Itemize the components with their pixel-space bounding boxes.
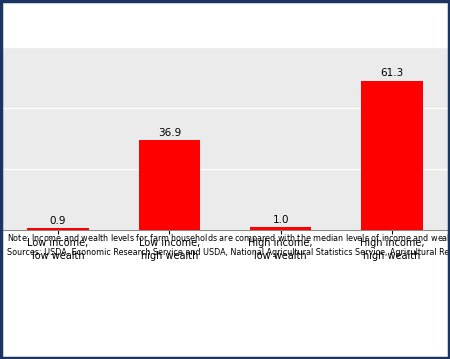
Bar [139, 140, 200, 230]
Text: 1.0: 1.0 [272, 215, 289, 225]
Bar [361, 80, 423, 230]
Text: Note: Income and wealth levels for farm households are compared with the median : Note: Income and wealth levels for farm … [7, 232, 450, 257]
Text: 0.9: 0.9 [50, 215, 66, 225]
Text: Distribution of farm households by measures of economic
well-being, 2022: Distribution of farm households by measu… [8, 5, 391, 36]
Text: 61.3: 61.3 [380, 69, 404, 78]
Text: 36.9: 36.9 [158, 128, 181, 138]
Bar [250, 228, 311, 230]
Bar [27, 228, 89, 230]
